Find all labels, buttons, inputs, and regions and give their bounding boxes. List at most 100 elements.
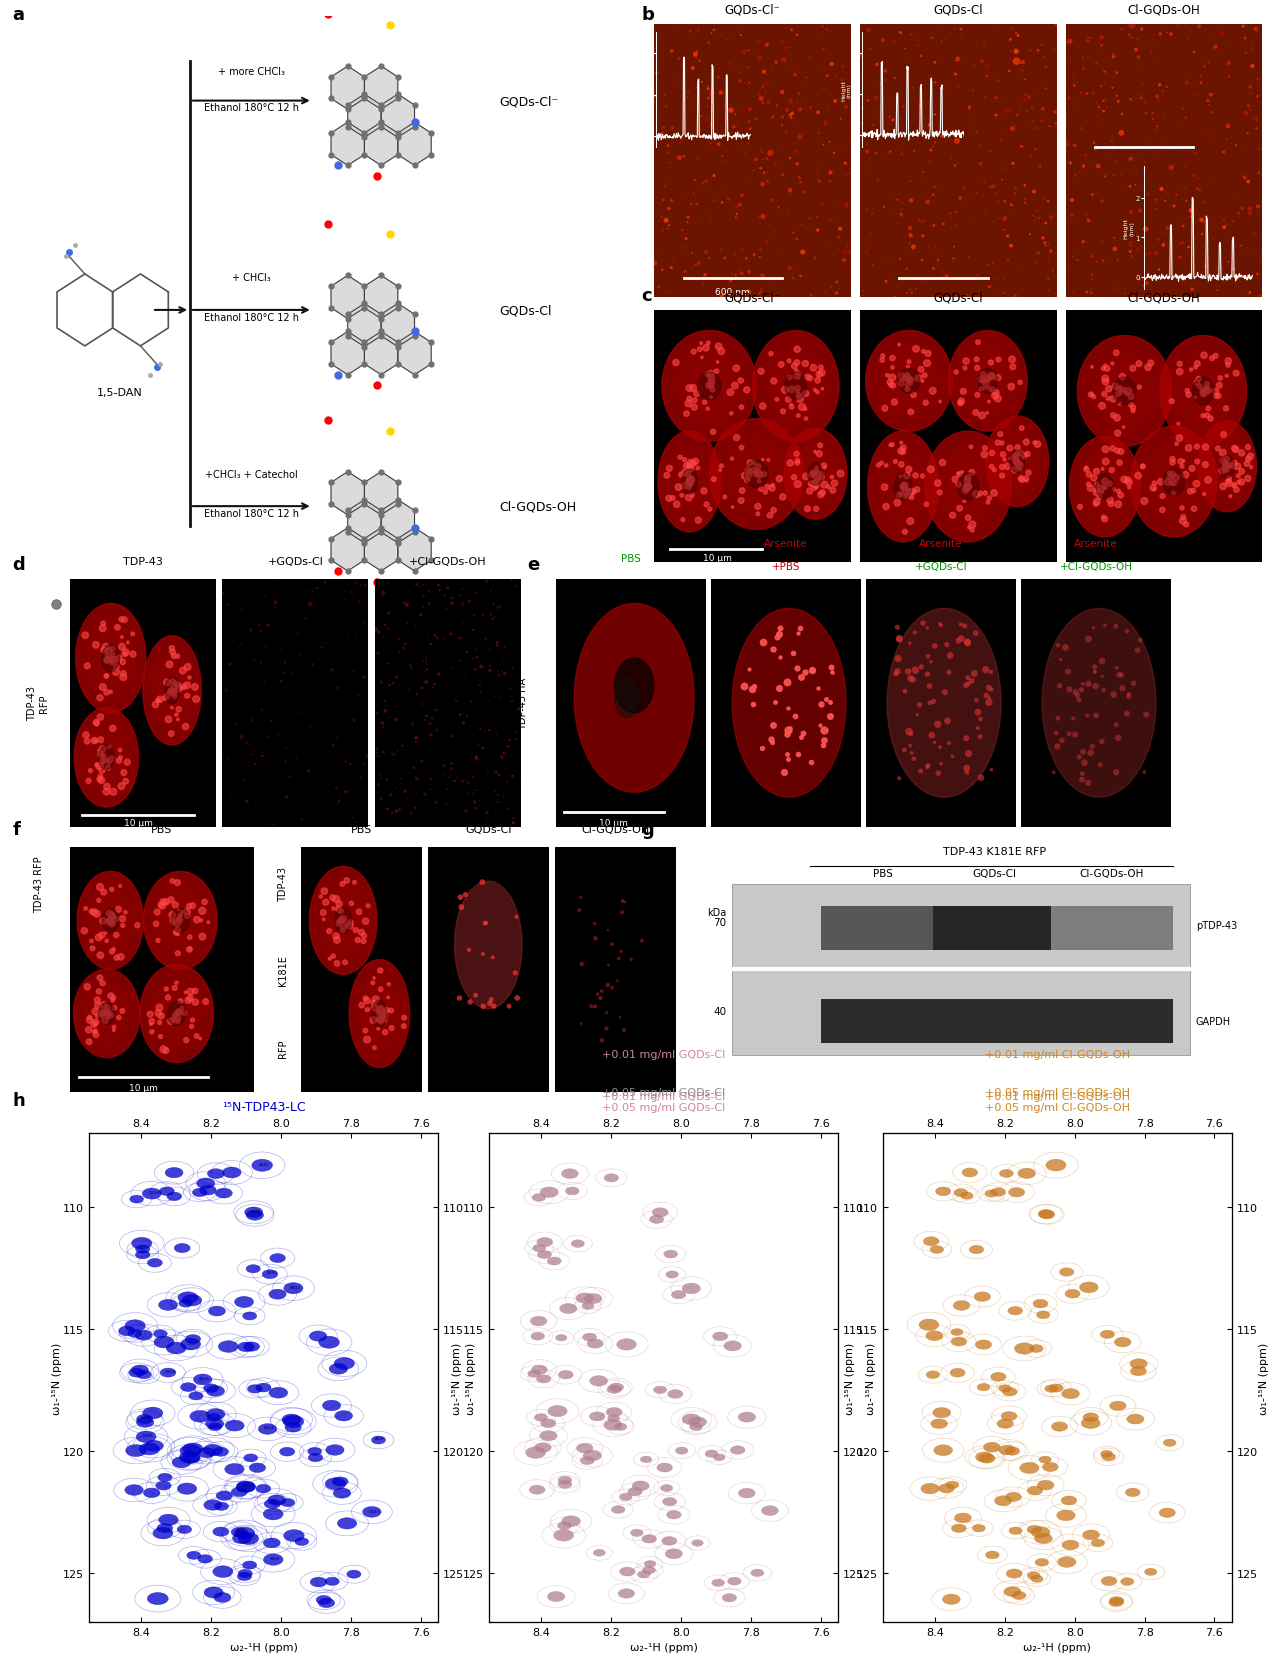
Point <box>415 650 436 677</box>
Polygon shape <box>331 68 364 111</box>
Point <box>683 255 704 281</box>
Point <box>726 425 747 452</box>
Point <box>913 161 933 187</box>
Point <box>377 796 398 823</box>
Point <box>777 195 798 222</box>
Ellipse shape <box>198 1554 212 1562</box>
Point <box>98 1005 118 1031</box>
Ellipse shape <box>1033 1299 1048 1307</box>
Point <box>729 197 749 223</box>
Point <box>331 684 352 710</box>
Point <box>762 475 782 501</box>
Point <box>428 574 448 601</box>
Point <box>912 103 932 129</box>
Ellipse shape <box>559 1370 573 1379</box>
Point <box>1052 728 1072 755</box>
Point <box>265 589 286 616</box>
Point <box>688 250 709 276</box>
Point <box>679 468 700 495</box>
Point <box>669 146 690 172</box>
Point <box>471 588 491 614</box>
Point <box>268 626 288 652</box>
Point <box>419 579 439 606</box>
Point <box>572 952 592 978</box>
Point <box>961 518 982 544</box>
Point <box>772 202 792 228</box>
Point <box>732 261 752 288</box>
Point <box>1019 116 1039 142</box>
Point <box>1247 84 1267 111</box>
Point <box>931 612 951 639</box>
Point <box>725 205 745 232</box>
Point <box>1067 35 1087 61</box>
Point <box>954 195 974 222</box>
Point <box>1086 51 1106 78</box>
Point <box>450 599 470 626</box>
Point <box>117 750 137 776</box>
Point <box>941 204 961 230</box>
Point <box>805 247 826 273</box>
Point <box>232 599 253 626</box>
Ellipse shape <box>156 1481 171 1490</box>
Text: 40: 40 <box>714 1006 726 1016</box>
Point <box>772 104 792 131</box>
Point <box>140 1001 160 1028</box>
Point <box>1092 480 1113 506</box>
Text: 10 μm: 10 μm <box>130 1082 157 1092</box>
Point <box>874 195 894 222</box>
Point <box>268 687 288 713</box>
Point <box>337 809 357 836</box>
Polygon shape <box>89 889 132 953</box>
Point <box>257 602 277 629</box>
Point <box>757 228 777 255</box>
Point <box>1186 141 1206 167</box>
Point <box>1102 76 1123 103</box>
Point <box>1163 480 1184 506</box>
Point <box>881 187 902 213</box>
Point <box>832 68 852 94</box>
Point <box>730 68 751 94</box>
Point <box>1102 402 1123 429</box>
Point <box>729 60 749 86</box>
Point <box>883 108 903 134</box>
Point <box>260 645 281 672</box>
Point <box>311 884 331 910</box>
Point <box>418 626 438 652</box>
Point <box>1231 162 1251 189</box>
Point <box>170 904 190 930</box>
Point <box>1196 402 1217 429</box>
Point <box>297 755 318 781</box>
Point <box>386 693 406 720</box>
Point <box>305 569 325 596</box>
Point <box>1243 106 1264 132</box>
Point <box>885 660 906 687</box>
Point <box>1077 280 1097 306</box>
Point <box>113 664 133 690</box>
Point <box>1163 255 1184 281</box>
Point <box>572 1011 592 1038</box>
Point <box>805 439 826 465</box>
Point <box>701 372 721 399</box>
Point <box>1012 58 1033 84</box>
Point <box>99 900 119 927</box>
Point <box>1132 17 1152 43</box>
Point <box>657 94 677 121</box>
Point <box>808 99 828 126</box>
Point <box>1191 63 1212 89</box>
Point <box>1163 237 1184 263</box>
Point <box>753 204 773 230</box>
Point <box>1231 30 1251 56</box>
Point <box>751 237 771 263</box>
Point <box>267 596 287 622</box>
Point <box>1092 649 1113 675</box>
Point <box>913 199 933 225</box>
Point <box>989 109 1010 136</box>
Point <box>779 56 799 83</box>
Point <box>772 162 792 189</box>
Point <box>1201 169 1222 195</box>
Point <box>1026 199 1046 225</box>
Point <box>1189 166 1209 192</box>
Point <box>1007 440 1027 467</box>
Point <box>767 93 787 119</box>
Point <box>966 119 987 146</box>
